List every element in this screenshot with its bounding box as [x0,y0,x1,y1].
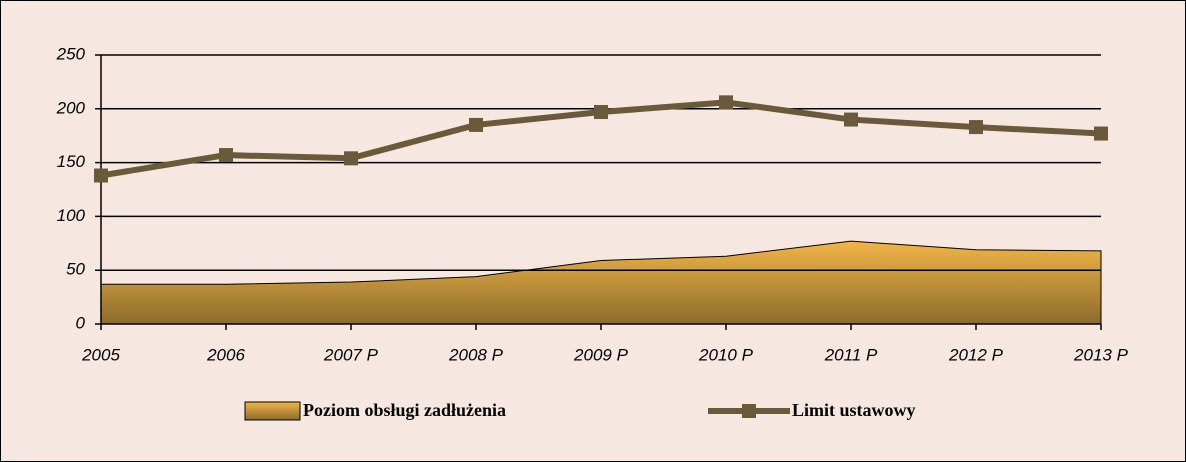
y-tick-label: 0 [76,313,86,332]
y-tick-label: 150 [57,152,86,171]
legend-label: Limit ustawowy [792,400,916,420]
x-tick-label: 2010 P [698,345,754,364]
x-tick-label: 2011 P [824,345,878,364]
marker [344,151,358,166]
area [100,240,1102,325]
x-tick-label: 2005 [81,345,120,364]
y-tick-label: 100 [57,206,86,225]
legend-label: Poziom obsługi zadłużenia [303,400,506,420]
y-tick-label: 200 [56,98,86,117]
marker [594,105,608,120]
x-tick-label: 2006 [206,345,245,364]
x-tick-label: 2009 P [573,345,629,364]
y-tick-label: 250 [56,44,86,63]
x-tick-label: 2007 P [323,345,379,364]
marker [219,148,233,163]
y-tick-label: 50 [66,260,85,279]
marker [844,112,858,127]
marker [469,117,483,132]
marker [1094,126,1108,141]
x-tick-label: 2008 P [448,345,504,364]
x-tick-label: 2012 P [948,345,1004,364]
x-tick-label: 2013 P [1073,345,1129,364]
marker [719,95,733,110]
marker [969,120,983,135]
legend-swatch [244,401,301,421]
legend-marker [742,404,756,418]
marker [94,168,108,183]
